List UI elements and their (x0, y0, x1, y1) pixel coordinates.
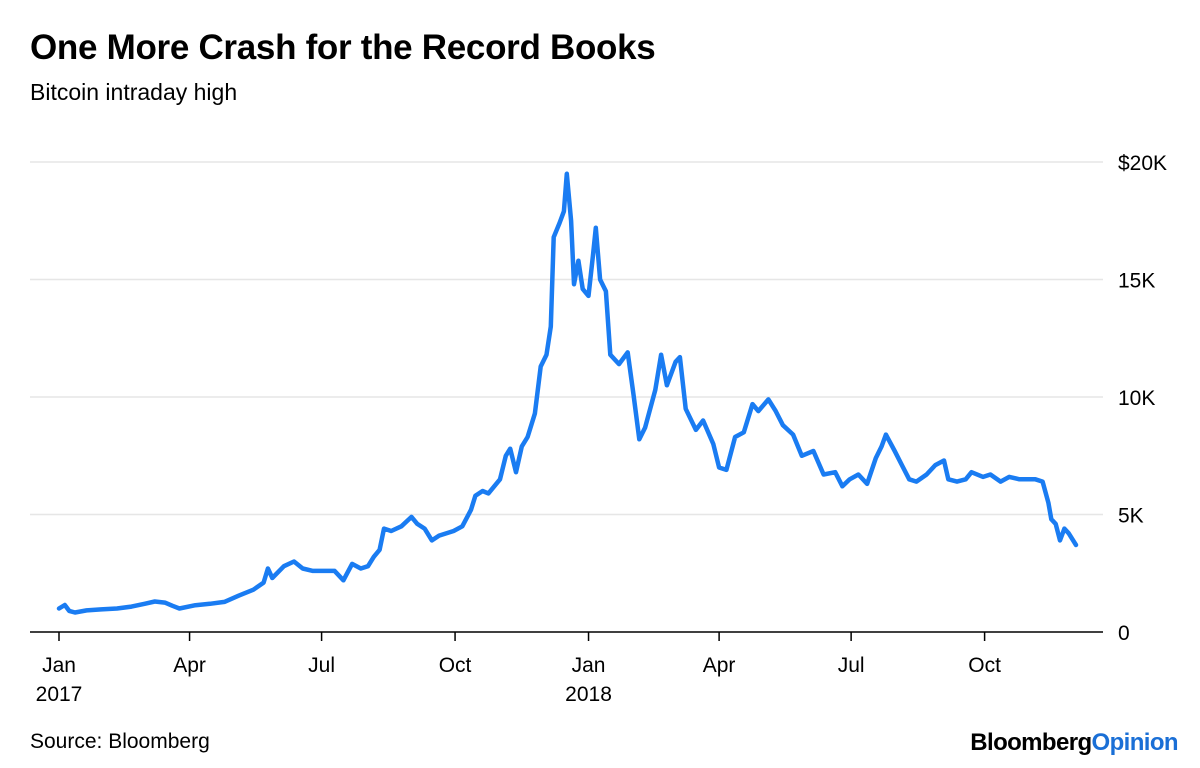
source-note: Source: Bloomberg (30, 730, 210, 753)
x-tick-label: Apr (703, 654, 736, 677)
x-tick-year-label: 2018 (565, 683, 612, 706)
y-tick-label: 5K (1118, 505, 1144, 528)
logo-opinion-text: Opinion (1091, 729, 1179, 756)
chart-title: One More Crash for the Record Books (30, 28, 656, 67)
x-tick-label: Oct (968, 654, 1001, 677)
chart-subtitle: Bitcoin intraday high (30, 79, 238, 105)
x-tick-label: Jan (572, 654, 606, 677)
y-tick-label: 10K (1118, 387, 1155, 410)
x-tick-label: Jul (308, 654, 335, 677)
bitcoin-price-line (56, 171, 1079, 615)
x-tick-label: Oct (439, 654, 472, 677)
y-axis-tick-labels: 0 5K 10K 15K $20K (1118, 152, 1167, 645)
x-tick-label: Jul (838, 654, 865, 677)
x-tick-label: Apr (173, 654, 206, 677)
y-tick-label: 15K (1118, 270, 1155, 293)
x-tick-label: Jan (42, 654, 76, 677)
bloomberg-opinion-logo: BloombergOpinion (970, 729, 1178, 757)
y-tick-label: 0 (1118, 622, 1130, 645)
x-tick-year-label: 2017 (36, 683, 83, 706)
x-axis (30, 631, 1103, 641)
logo-bloomberg-text: Bloomberg (970, 729, 1092, 756)
x-axis-tick-labels: Jan 2017 Apr Jul Oct Jan 2018 Apr Jul Oct (36, 654, 1001, 706)
gridlines (30, 161, 1103, 516)
y-tick-label: $20K (1118, 152, 1167, 175)
